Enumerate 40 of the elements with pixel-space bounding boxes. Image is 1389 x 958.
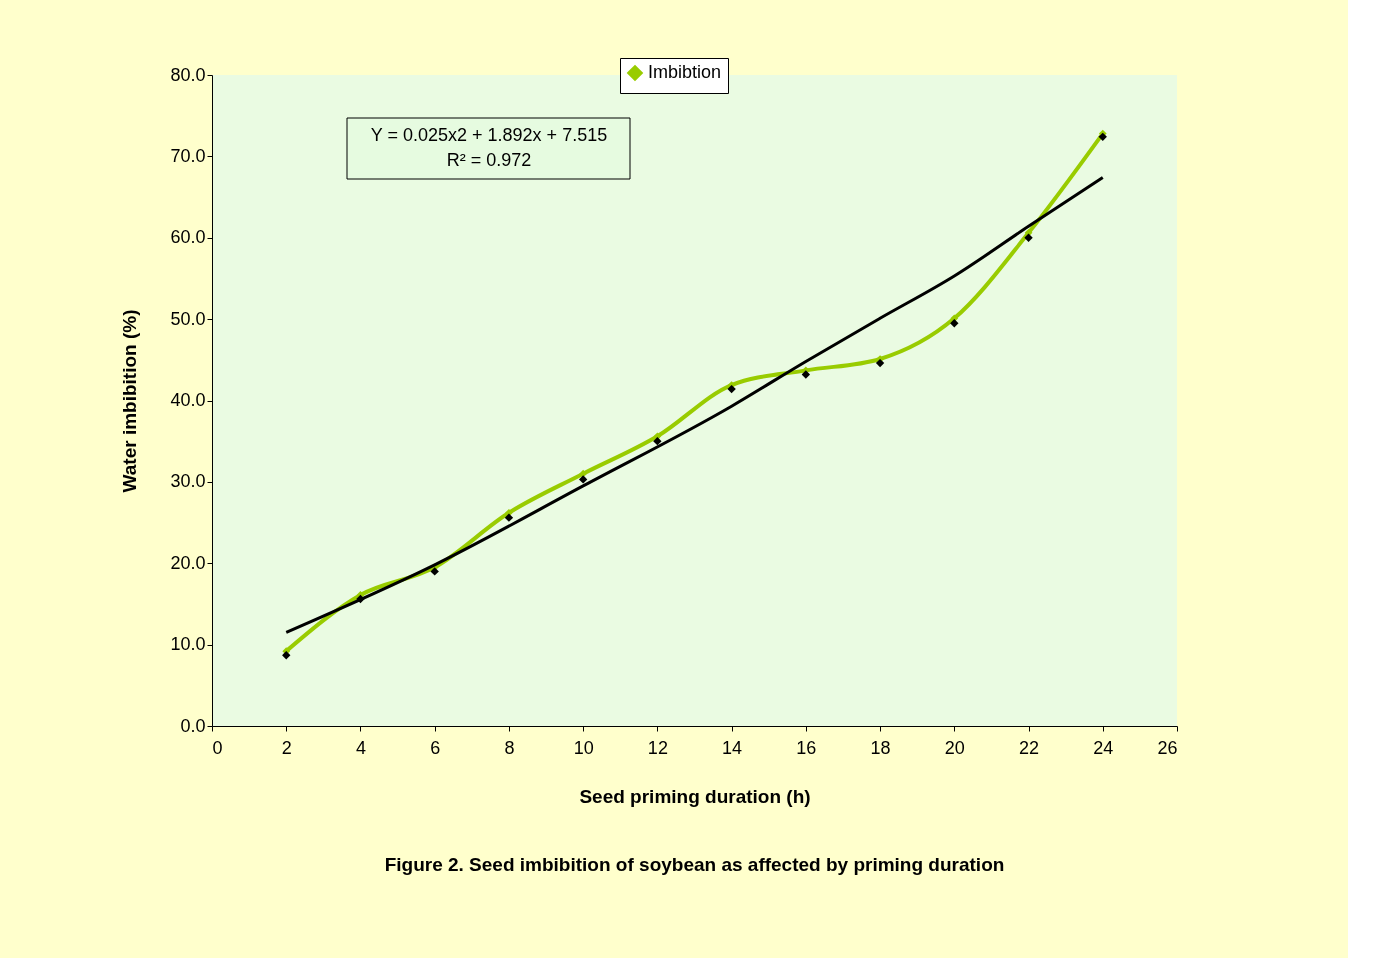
x-tick-label: 10 bbox=[573, 737, 594, 758]
y-tick-label: 70.0 bbox=[170, 145, 206, 166]
y-tick-label: 0.0 bbox=[180, 715, 206, 736]
x-tick-label: 8 bbox=[504, 737, 515, 758]
x-tick-label: 12 bbox=[647, 737, 668, 758]
point bbox=[801, 370, 811, 379]
x-tick-label: 14 bbox=[722, 737, 743, 758]
x-tick-label: 18 bbox=[870, 737, 891, 758]
x-tick-label: 16 bbox=[796, 737, 817, 758]
x-tick-label: 4 bbox=[355, 737, 366, 758]
x-axis-title: Seed priming duration (h) bbox=[579, 785, 811, 807]
point bbox=[950, 319, 959, 328]
y-tick-label: 50.0 bbox=[170, 308, 206, 329]
point bbox=[282, 651, 291, 660]
y-tick-label: 10.0 bbox=[170, 634, 206, 655]
point bbox=[504, 513, 514, 522]
y-tick-label: 20.0 bbox=[170, 552, 206, 573]
annotation: R² = 0.972 bbox=[446, 150, 532, 170]
point bbox=[578, 475, 588, 484]
x-tick-label: 0 bbox=[212, 737, 223, 758]
y-tick-label: 60.0 bbox=[170, 227, 206, 248]
y-tick-label: 80.0 bbox=[170, 64, 206, 85]
point bbox=[727, 384, 736, 394]
point bbox=[430, 567, 439, 576]
y-axis-title: Water imbibition (%) bbox=[119, 309, 141, 493]
x-tick-label: 20 bbox=[944, 737, 965, 758]
y-tick-label: 40.0 bbox=[170, 390, 206, 410]
text: Figure 2. Seed imbibition of soybean as affected by priming duration bbox=[384, 854, 1005, 875]
legend-label: Imbibtion bbox=[648, 62, 722, 82]
x-tick-label: 24 bbox=[1093, 737, 1114, 758]
y-tick-label: 30.0 bbox=[170, 471, 206, 492]
point bbox=[1024, 233, 1033, 242]
point bbox=[1098, 132, 1107, 142]
x-tick-label: 2 bbox=[281, 737, 292, 758]
x-tick-label: 26 bbox=[1157, 737, 1178, 758]
x-tick-label: 6 bbox=[430, 737, 441, 758]
annotation: Y = 0.025x2 + 1.892x + 7.515 bbox=[370, 125, 608, 145]
x-tick-label: 22 bbox=[1019, 737, 1040, 758]
point bbox=[653, 437, 662, 446]
point bbox=[875, 358, 885, 368]
